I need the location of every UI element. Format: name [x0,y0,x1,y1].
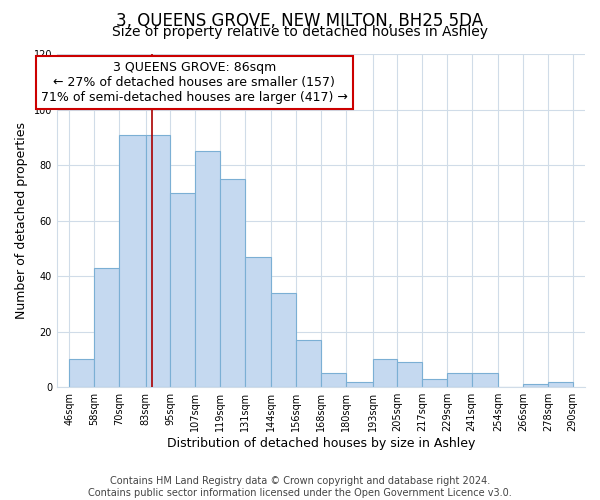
Bar [523,384,548,387]
Bar [170,193,195,387]
Bar [422,379,447,387]
Text: 3 QUEENS GROVE: 86sqm
← 27% of detached houses are smaller (157)
71% of semi-det: 3 QUEENS GROVE: 86sqm ← 27% of detached … [41,60,347,104]
Bar [447,374,472,387]
Bar [245,256,271,387]
Bar [472,374,499,387]
Bar [397,362,422,387]
Bar [346,382,373,387]
Y-axis label: Number of detached properties: Number of detached properties [15,122,28,319]
Bar [69,360,94,387]
Bar [94,268,119,387]
Bar [146,134,170,387]
Bar [548,382,572,387]
Bar [220,179,245,387]
Bar [373,360,397,387]
Bar [296,340,321,387]
Text: 3, QUEENS GROVE, NEW MILTON, BH25 5DA: 3, QUEENS GROVE, NEW MILTON, BH25 5DA [116,12,484,30]
Text: Contains HM Land Registry data © Crown copyright and database right 2024.
Contai: Contains HM Land Registry data © Crown c… [88,476,512,498]
Text: Size of property relative to detached houses in Ashley: Size of property relative to detached ho… [112,25,488,39]
Bar [271,293,296,387]
Bar [195,151,220,387]
X-axis label: Distribution of detached houses by size in Ashley: Distribution of detached houses by size … [167,437,475,450]
Bar [321,374,346,387]
Bar [119,134,146,387]
